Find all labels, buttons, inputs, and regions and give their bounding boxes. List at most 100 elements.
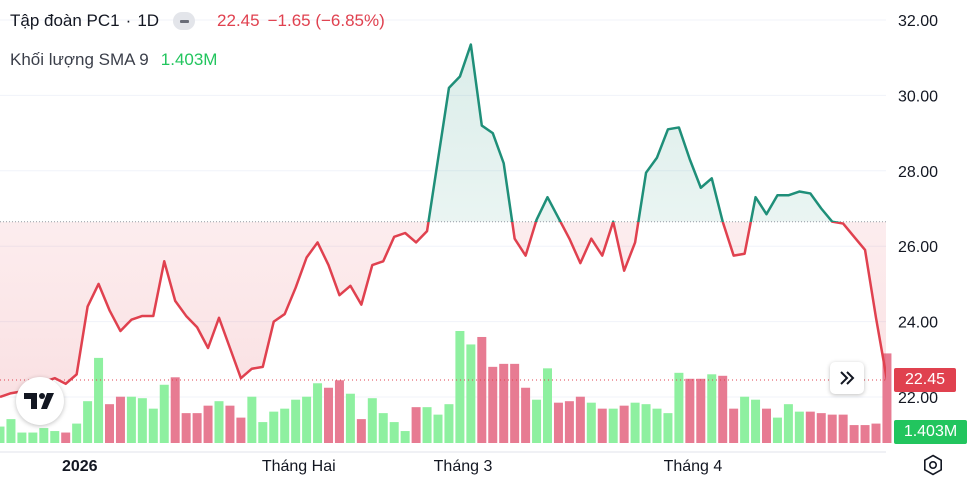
volume-bar [389,422,399,443]
volume-bar [718,375,728,443]
volume-bar [61,432,71,443]
volume-bar [203,405,213,443]
volume-bar [115,396,125,443]
volume-bar [477,336,487,443]
symbol-legend: Tập đoàn PC1 · 1D 22.45 −1.65 (−6.85%) [10,11,385,31]
legend-separator: · [125,11,132,30]
volume-bar [302,396,312,443]
volume-bar [17,432,27,443]
volume-bar [411,407,421,443]
volume-bar [444,404,454,443]
settings-icon[interactable] [920,452,946,478]
volume-bar [608,408,618,443]
scroll-to-latest-button[interactable] [830,362,864,394]
y-tick-label: 28.00 [898,164,938,181]
x-tick-label: Tháng 3 [434,458,493,475]
x-tick-label: 2026 [62,458,98,475]
volume-bar [422,407,432,443]
volume-bar [696,378,706,443]
area-fill [0,44,886,397]
volume-label: Khối lượng SMA 9 [10,50,149,69]
volume-bar [356,419,366,443]
volume-bar [291,399,301,443]
price-change: −1.65 (−6.85%) [267,11,385,30]
price-line [0,43,886,399]
volume-bar [783,404,793,443]
volume-bar [378,413,388,443]
symbol-name: Tập đoàn PC1 [10,11,120,30]
volume-bar [159,384,169,443]
volume-bar [674,372,684,443]
volume-bar [400,431,410,443]
price-line-up [427,43,842,222]
volume-bar [553,402,563,443]
y-tick-label: 32.00 [898,13,938,30]
volume-bar [367,398,377,443]
volume-bar [652,408,662,443]
x-axis: 2026 Tháng Hai Tháng 3 Tháng 4 [62,458,722,475]
last-price: 22.45 [217,11,260,30]
minus-pill-icon[interactable] [173,12,196,30]
volume-bar [619,405,629,443]
y-tick-label: 24.00 [898,315,938,332]
volume-bar [455,331,465,443]
volume-bar [466,344,476,443]
x-tick-label: Tháng Hai [262,458,336,475]
volume-bar [499,363,509,443]
volume-tag: 1.403M [894,420,967,444]
volume-bar [762,408,771,443]
volume-bar [751,399,761,443]
volume-bar [225,405,235,443]
volume-bar [575,396,585,443]
volume-bar [543,368,552,443]
volume-bar [334,380,344,443]
volume-bar [882,353,892,443]
volume-bar [630,402,640,443]
interval-label[interactable]: 1D [137,11,160,30]
volume-bar [50,431,60,443]
volume-bar [126,396,136,443]
volume-bar [740,396,750,443]
volume-bar [28,432,38,443]
price-line-down [0,222,886,399]
tradingview-logo-icon[interactable] [16,377,64,425]
volume-bar [488,366,498,443]
volume-bar [345,393,355,443]
volume-bar [816,413,826,443]
area-fill-up [0,44,886,222]
volume-bar [838,414,848,443]
volume-bar [685,378,695,443]
volume-bar [181,413,191,443]
volume-bar [586,402,596,443]
volume-bar [871,423,881,443]
volume-bar [532,399,542,443]
volume-bar [597,408,607,443]
volume-bar [313,383,323,443]
volume-bar [72,423,82,443]
volume-bar [236,417,246,443]
volume-bar [39,428,49,443]
volume-bar [170,377,180,443]
volume-bar [0,426,5,443]
volume-bar [433,414,443,443]
y-tick-label: 26.00 [898,239,938,256]
volume-bar [269,411,279,443]
volume-bar [137,398,147,443]
volume-bar [641,404,651,443]
volume-bar [663,413,673,443]
volume-bar [258,422,268,443]
volume-bar [105,404,114,443]
y-axis: 32.00 30.00 28.00 26.00 24.00 22.00 [898,13,938,407]
volume-bar [510,363,520,443]
volume-bar [707,374,717,443]
volume-bar [805,411,815,443]
volume-bar [794,411,804,443]
y-tick-label: 30.00 [898,88,938,105]
volume-bars [0,331,892,443]
volume-bar [521,387,531,443]
last-price-tag: 22.45 [894,368,956,393]
area-fill-down [0,222,886,397]
volume-bar [280,408,290,443]
